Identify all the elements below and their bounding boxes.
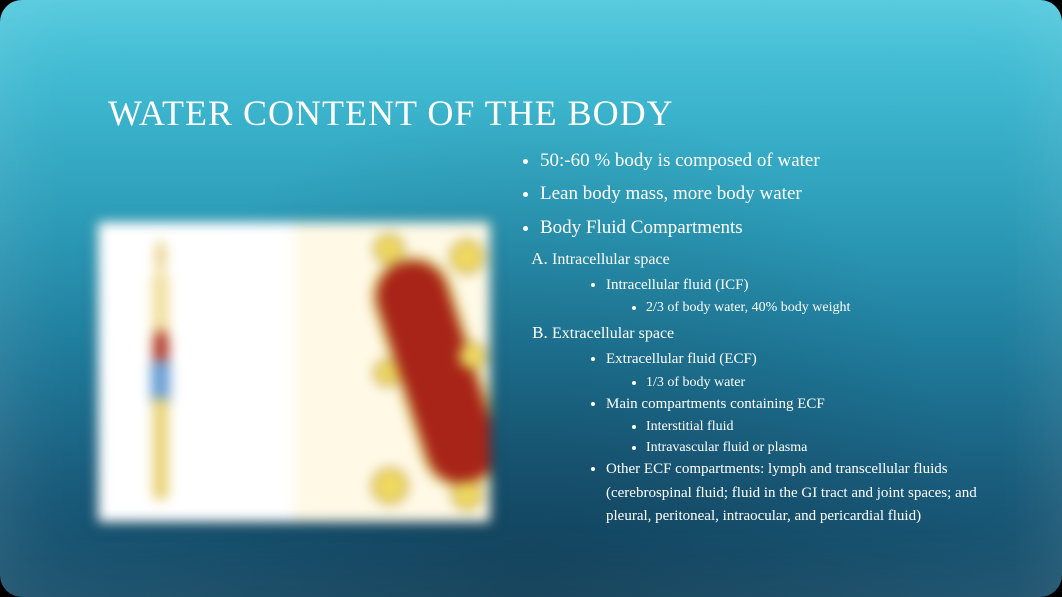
sub-list: 1/3 of body water: [606, 372, 1018, 394]
list-item: Extracellular fluid (ECF) 1/3 of body wa…: [606, 348, 1018, 393]
figure-cell-icon: [374, 360, 400, 386]
sub-list: Extracellular fluid (ECF) 1/3 of body wa…: [552, 348, 1018, 528]
figure-shorts: [151, 361, 170, 403]
list-item: Intracellular fluid (ICF) 2/3 of body wa…: [606, 274, 1018, 319]
sub-list: Intracellular fluid (ICF) 2/3 of body wa…: [552, 274, 1018, 319]
figure-cell-icon: [458, 342, 486, 370]
bullet-item: Lean body mass, more body water: [540, 177, 1018, 210]
list-item: Other ECF compartments: lymph and transc…: [606, 458, 1018, 528]
compartment-B-label: Extracellular space: [552, 325, 674, 342]
figure-right-panel: [294, 222, 490, 522]
compartment-A-label: Intracellular space: [552, 251, 670, 268]
figure-cell-icon: [452, 480, 482, 510]
figure-cell-icon: [374, 234, 404, 264]
list-item: 2/3 of body water, 40% body weight: [646, 297, 1018, 319]
compartment-list: Intracellular space Intracellular fluid …: [508, 246, 1018, 528]
icf-label: Intracellular fluid (ICF): [606, 277, 748, 293]
list-item: Main compartments containing ECF Interst…: [606, 393, 1018, 458]
content-area: 50:-60 % body is composed of water Lean …: [508, 144, 1018, 530]
figure-cell-icon: [450, 240, 484, 274]
figure-person: [145, 240, 176, 504]
ecf-label: Extracellular fluid (ECF): [606, 351, 757, 367]
sub-list: Interstitial fluid Intravascular fluid o…: [606, 416, 1018, 458]
ecf-main-label: Main compartments containing ECF: [606, 396, 825, 412]
bullet-item: 50:-60 % body is composed of water: [540, 144, 1018, 177]
top-bullet-list: 50:-60 % body is composed of water Lean …: [508, 144, 1018, 244]
bullet-item: Body Fluid Compartments: [540, 211, 1018, 244]
compartment-A: Intracellular space Intracellular fluid …: [552, 246, 1018, 319]
body-fluid-figure: [98, 222, 490, 522]
compartment-B: Extracellular space Extracellular fluid …: [552, 320, 1018, 528]
slide-title: WATER CONTENT OF THE BODY: [108, 92, 674, 134]
sub-list: 2/3 of body water, 40% body weight: [606, 297, 1018, 319]
list-item: Interstitial fluid: [646, 416, 1018, 437]
figure-cell-icon: [372, 468, 408, 504]
list-item: 1/3 of body water: [646, 372, 1018, 394]
list-item: Intravascular fluid or plasma: [646, 437, 1018, 458]
figure-legs: [153, 398, 168, 498]
figure-left-panel: [98, 222, 294, 522]
figure-head: [155, 240, 166, 272]
slide: WATER CONTENT OF THE BODY 50:-60 % body …: [0, 0, 1062, 597]
